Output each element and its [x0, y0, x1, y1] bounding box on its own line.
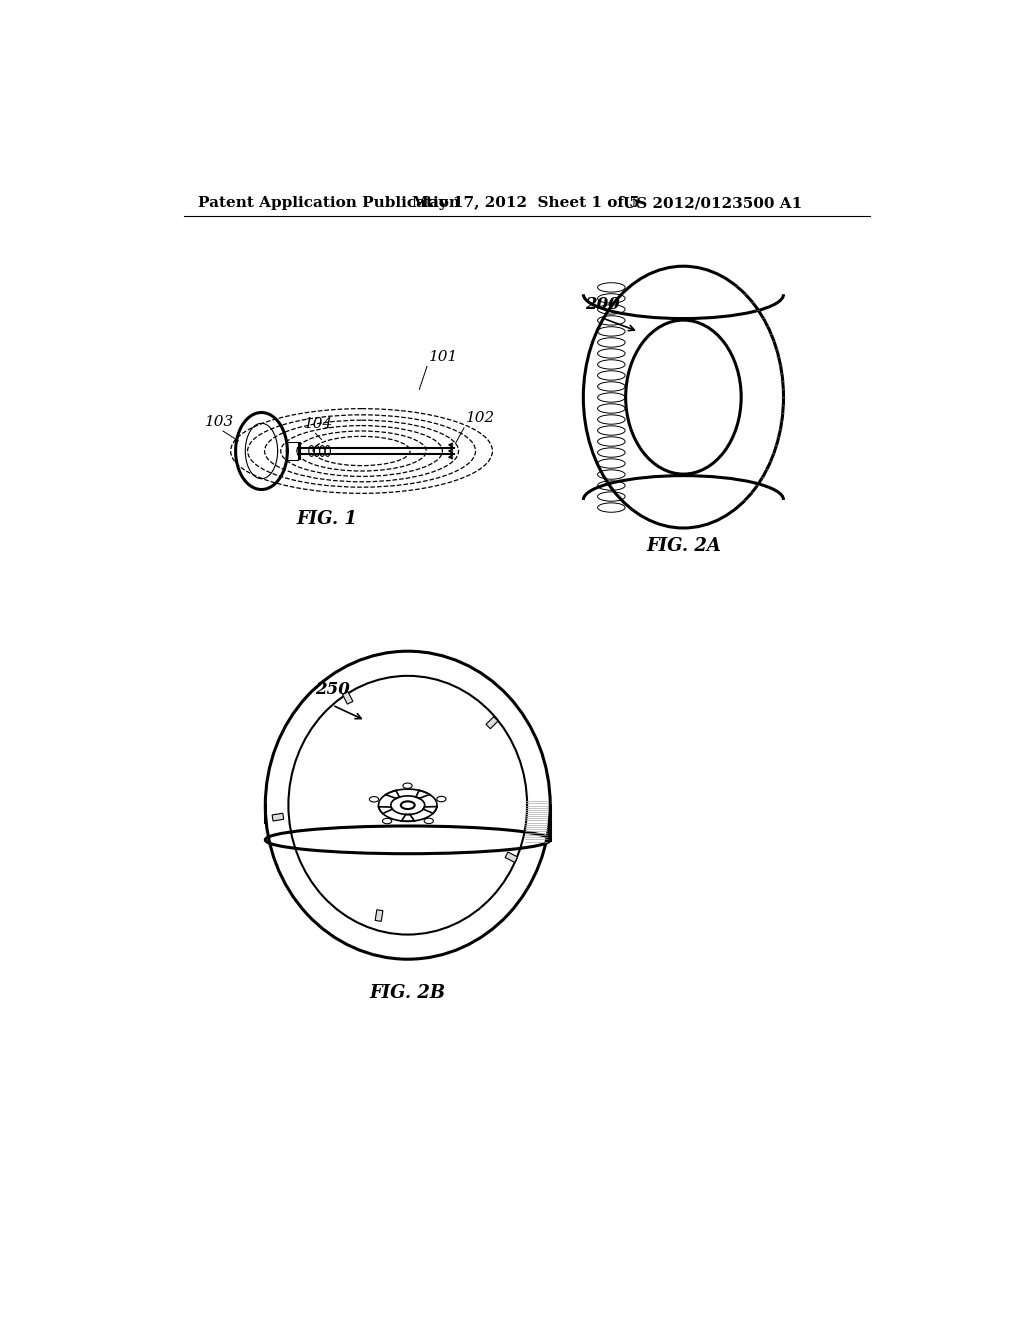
Text: US 2012/0123500 A1: US 2012/0123500 A1: [624, 197, 803, 210]
Text: May 17, 2012  Sheet 1 of 5: May 17, 2012 Sheet 1 of 5: [412, 197, 639, 210]
Text: 104: 104: [304, 417, 333, 430]
Bar: [272, 813, 284, 821]
Text: 103: 103: [205, 416, 233, 429]
Text: 250: 250: [315, 681, 350, 697]
Bar: [287, 442, 298, 461]
Bar: [486, 717, 498, 729]
Text: FIG. 1: FIG. 1: [297, 510, 357, 528]
Bar: [505, 851, 517, 862]
Text: 200: 200: [585, 296, 620, 313]
Bar: [342, 692, 353, 704]
Text: 101: 101: [429, 350, 459, 364]
Text: Patent Application Publication: Patent Application Publication: [199, 197, 461, 210]
Text: 102: 102: [466, 411, 496, 425]
Text: FIG. 2B: FIG. 2B: [370, 983, 445, 1002]
Text: FIG. 2A: FIG. 2A: [646, 537, 721, 556]
Bar: [375, 909, 383, 921]
